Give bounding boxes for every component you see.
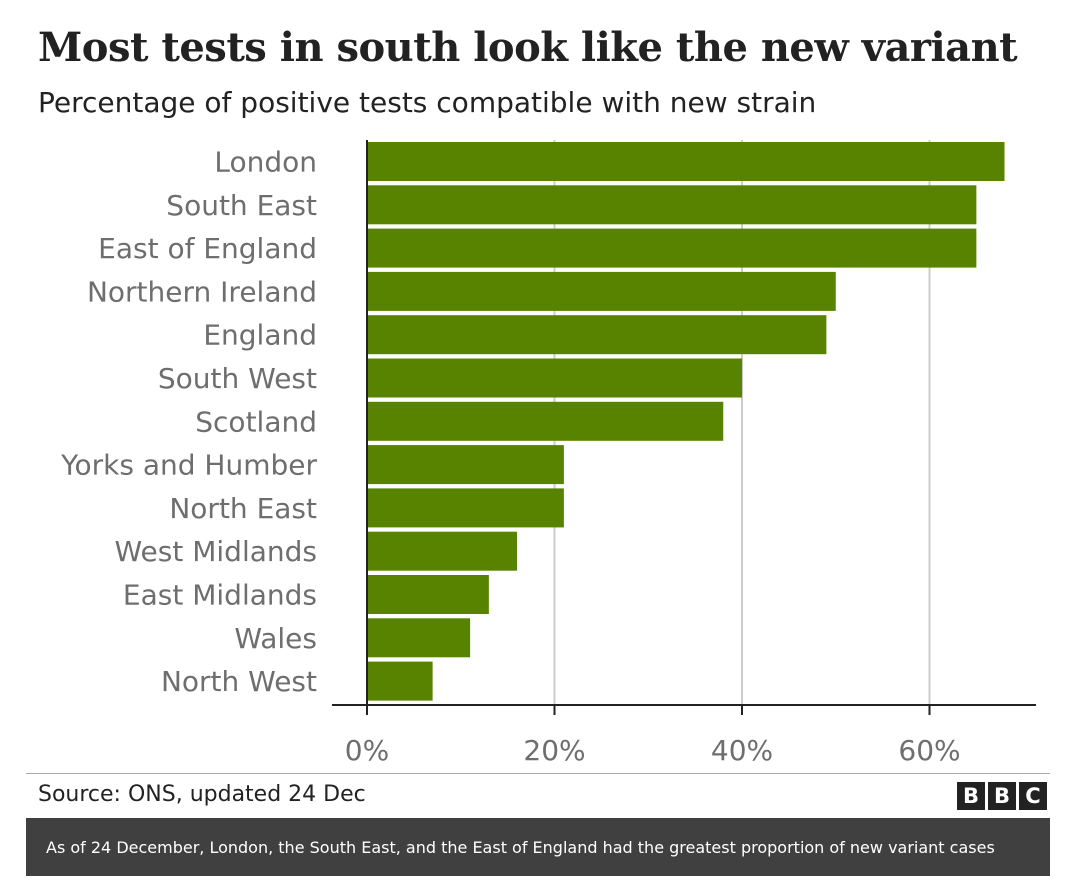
category-label: South West xyxy=(158,362,317,395)
bar xyxy=(367,142,1005,181)
bar xyxy=(367,445,564,485)
bar xyxy=(367,488,564,528)
bar xyxy=(367,401,724,441)
footer-divider xyxy=(26,773,1050,774)
bar xyxy=(367,185,977,225)
logo-letter: C xyxy=(1019,782,1047,810)
x-tick-label: 20% xyxy=(523,734,585,767)
bbc-logo: B B C xyxy=(957,782,1047,810)
category-label: Northern Ireland xyxy=(87,275,317,308)
source-note: Source: ONS, updated 24 Dec xyxy=(38,782,366,807)
category-label: East of England xyxy=(98,232,317,265)
category-label: Wales xyxy=(234,622,317,655)
category-label: London xyxy=(214,146,317,179)
bar xyxy=(367,618,471,658)
category-label: Scotland xyxy=(195,405,317,438)
category-label: North West xyxy=(161,665,317,698)
bar xyxy=(367,661,433,701)
chart-title: Most tests in south look like the new va… xyxy=(38,24,1018,71)
x-tick-label: 40% xyxy=(711,734,773,767)
category-label: South East xyxy=(166,189,317,222)
bar xyxy=(367,271,836,311)
category-label: England xyxy=(203,319,317,352)
image-caption: As of 24 December, London, the South Eas… xyxy=(26,818,1050,876)
category-label: North East xyxy=(169,492,317,525)
bar xyxy=(367,358,742,398)
x-tick-label: 60% xyxy=(898,734,960,767)
logo-letter: B xyxy=(988,782,1016,810)
bar xyxy=(367,531,517,571)
x-tick-label: 0% xyxy=(345,734,389,767)
chart-subtitle: Percentage of positive tests compatible … xyxy=(38,86,817,119)
bar xyxy=(367,228,977,268)
bar-chart: London South East East of England Northern … xyxy=(60,140,1036,767)
bar xyxy=(367,315,827,355)
category-label: West Midlands xyxy=(115,535,318,568)
category-label: East Midlands xyxy=(123,579,317,612)
logo-letter: B xyxy=(957,782,985,810)
bar xyxy=(367,575,489,614)
category-label: Yorks and Humber xyxy=(60,449,317,482)
